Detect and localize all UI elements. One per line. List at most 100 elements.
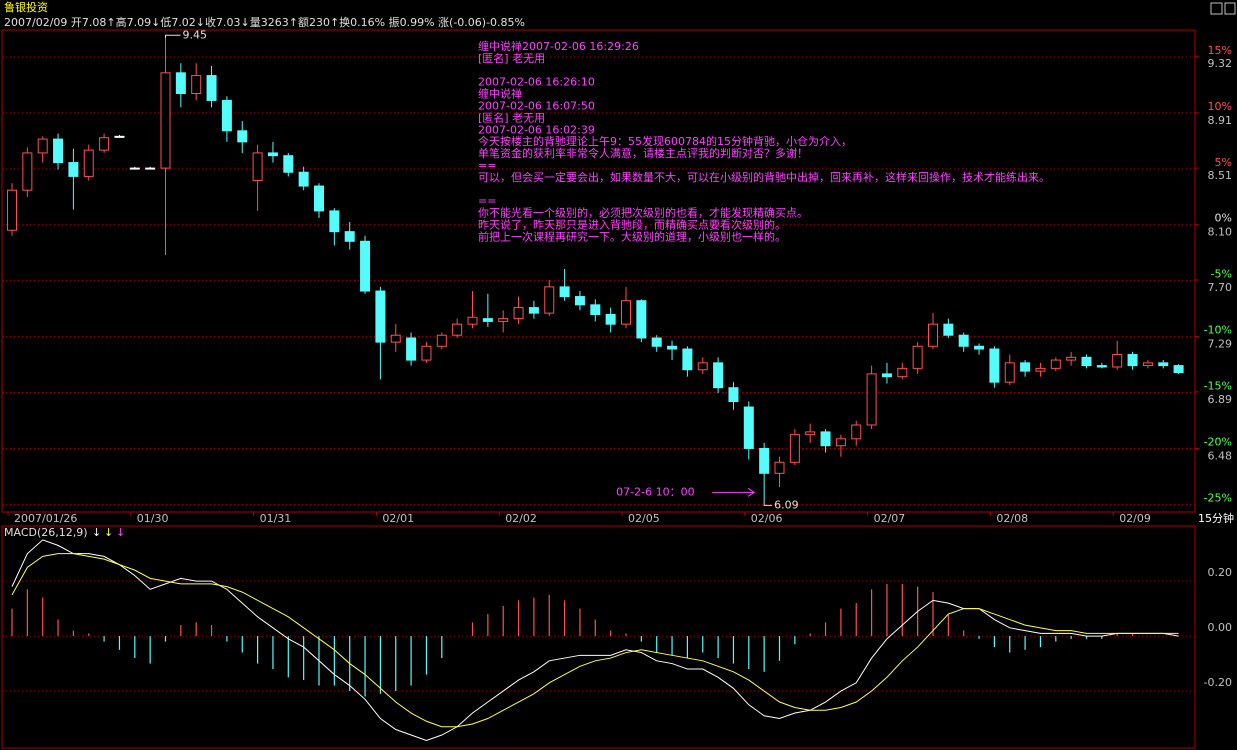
comment-line: 缠中说禅 — [478, 87, 522, 101]
candle-body — [206, 75, 217, 101]
candle-body — [267, 152, 278, 157]
candle-body — [513, 307, 524, 320]
low-leader — [763, 502, 773, 506]
candle-body — [881, 373, 892, 378]
y-tick-label: 6.48 — [1208, 449, 1233, 462]
comment-line: == — [478, 159, 496, 172]
candle-body — [682, 348, 693, 371]
candle-body — [851, 424, 862, 440]
candle-body — [590, 304, 601, 316]
y-tick-label: 9.32 — [1208, 57, 1233, 70]
candle-body — [605, 314, 616, 325]
window-button[interactable] — [1224, 2, 1236, 15]
comment-line: 缠中说禅2007-02-06 16:29:26 — [478, 39, 639, 53]
candle-body — [928, 323, 938, 347]
candle-body — [835, 438, 846, 447]
x-tick-label: 02/09 — [1119, 512, 1151, 525]
candle-body — [743, 406, 754, 449]
candle-body — [866, 373, 877, 426]
candle-body — [360, 240, 371, 292]
comment-line: 2007-02-06 16:07:50 — [478, 100, 595, 113]
x-tick-label: 02/06 — [751, 512, 783, 525]
comment-line: 昨天说了，昨天那只是进入背驰段，而精确买点要看次级别的。 — [478, 218, 786, 232]
price-frame — [1, 29, 1196, 513]
y-tick-label: 7.29 — [1208, 338, 1233, 351]
y-tick-label: 0.00 — [1208, 621, 1233, 634]
comment-line: 2007-02-06 16:26:10 — [478, 76, 595, 89]
candle-body — [697, 362, 708, 371]
y2-tick-label: -15% — [1204, 380, 1232, 393]
candle-body — [912, 345, 923, 369]
indicator-arrow: ↓ — [104, 526, 113, 539]
period-label: 15分钟 — [1198, 511, 1234, 525]
y-tick-label: -0.20 — [1204, 676, 1232, 689]
candle-body — [22, 152, 33, 191]
candle-body — [114, 135, 125, 138]
candle-body — [237, 130, 248, 143]
candle-body — [544, 286, 555, 314]
candle-body — [1020, 362, 1031, 372]
y2-tick-label: 5% — [1215, 156, 1232, 169]
candle-body — [329, 210, 340, 233]
candle-body — [283, 155, 294, 173]
candle-body — [482, 318, 493, 322]
y-tick-label: 6.89 — [1208, 393, 1233, 406]
y-tick-label: 7.70 — [1208, 281, 1233, 294]
candle-body — [252, 152, 263, 182]
y2-tick-label: 15% — [1208, 44, 1232, 57]
candle-body — [421, 345, 432, 361]
candle-body — [160, 72, 171, 169]
candle-body — [221, 99, 232, 132]
indicator-arrow: ↓ — [116, 526, 125, 539]
comment-line: 你不能光看一个级别的，必须把次级别的也看，才能发现精确买点。 — [478, 206, 808, 220]
y-tick-label: 8.51 — [1208, 169, 1233, 182]
comment-line: [匿名] 老无用 — [478, 110, 545, 124]
y2-tick-label: -5% — [1211, 268, 1232, 281]
macd-frame — [1, 525, 1196, 749]
candle-body — [574, 296, 585, 306]
candle-body — [1142, 362, 1153, 367]
comment-line: 可以，但会买一定要会出，如果数量不大，可以在小级别的背驰中出掉，回来再补，这样来… — [478, 170, 1050, 184]
candle-body — [390, 334, 401, 343]
candle-body — [83, 149, 94, 177]
comment-line: 2007-02-06 16:02:39 — [478, 123, 595, 136]
x-tick-label: 02/08 — [996, 512, 1028, 525]
candle-body — [1050, 359, 1061, 369]
quote-line: 2007/02/09 开7.08↑高7.09↓低7.02↓收7.03↓量3263… — [4, 15, 525, 29]
candle-body — [1035, 367, 1046, 372]
candle-body — [314, 185, 324, 212]
candle-body — [759, 447, 770, 474]
candle-body — [191, 75, 202, 95]
x-tick-label: 02/05 — [628, 512, 660, 525]
candle-body — [7, 189, 17, 231]
candle-body — [728, 387, 739, 403]
candle-body — [375, 290, 386, 343]
comment-line: 单笔资金的获利率非常令人满意，请楼主点评我的判断对否？多谢！ — [478, 146, 808, 160]
candle-body — [559, 286, 570, 298]
indicator-arrow: ↓ — [92, 526, 101, 539]
macd-line — [11, 553, 1179, 728]
candle-body — [636, 300, 647, 339]
candle-body — [1081, 356, 1092, 367]
window-button[interactable] — [1210, 2, 1223, 15]
candle-body — [805, 431, 816, 436]
candle-body — [1112, 354, 1123, 368]
candle-body — [37, 138, 48, 154]
low-label: 6.09 — [774, 498, 799, 511]
candle-body — [1127, 354, 1138, 367]
y2-tick-label: -25% — [1204, 491, 1232, 504]
arrow-head — [747, 487, 756, 497]
stock-name: 鲁银投资 — [4, 0, 48, 14]
candle-body — [452, 323, 463, 336]
candle-body — [344, 231, 355, 242]
candle-body — [99, 137, 110, 151]
candle-body — [1066, 356, 1077, 361]
candle-body — [1096, 365, 1107, 368]
candle-body — [145, 167, 156, 170]
x-tick-label: 02/07 — [874, 512, 906, 525]
x-tick-label: 01/31 — [260, 512, 292, 525]
candle-body — [68, 162, 79, 177]
y-tick-label: 0.20 — [1208, 566, 1233, 579]
candle-body — [820, 431, 831, 447]
